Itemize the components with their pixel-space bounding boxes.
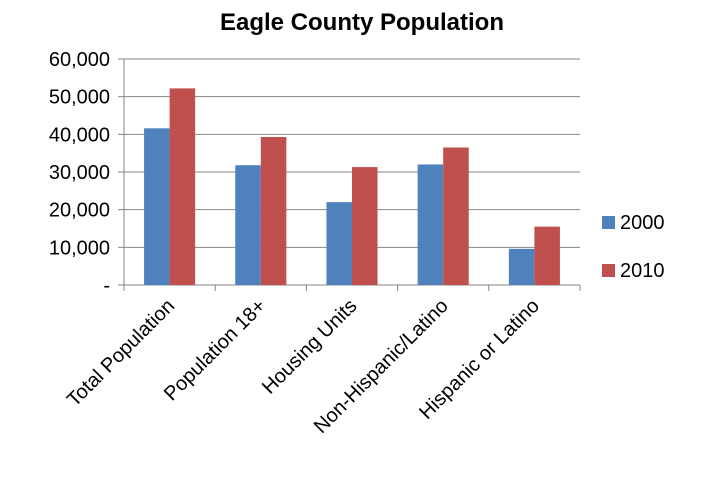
y-axis: - 10,000 20,000 30,000 40,000 50,000 60,000 [49, 49, 125, 297]
bar-2010 [352, 167, 378, 285]
legend-label: 2010 [620, 260, 665, 282]
y-tick-label: - [103, 275, 110, 297]
bars [144, 88, 560, 285]
bar-2010 [260, 136, 287, 285]
legend-swatch [602, 264, 615, 277]
legend-swatch [602, 216, 615, 229]
bar-2010 [443, 147, 469, 285]
bar-2000 [417, 164, 444, 285]
y-tick-label: 20,000 [49, 200, 110, 222]
y-tick-label: 50,000 [49, 87, 110, 109]
x-tick-label: Housing Units [258, 295, 362, 399]
chart-title: Eagle County Population [220, 9, 504, 36]
x-axis [123, 284, 581, 291]
x-tick-label: Total Population [63, 295, 179, 411]
bar-2000 [508, 248, 535, 285]
bar-2010 [534, 226, 560, 285]
legend-label: 2000 [620, 212, 665, 234]
legend: 2000 2010 [602, 212, 665, 282]
bar-2000 [326, 202, 352, 285]
bar-2000 [144, 128, 170, 285]
bar-2010 [169, 88, 196, 285]
y-tick-label: 40,000 [49, 124, 110, 146]
y-tick-label: 10,000 [49, 237, 110, 259]
y-tick-label: 30,000 [49, 162, 110, 184]
bar-2000 [235, 165, 261, 285]
y-tick-label: 60,000 [49, 49, 110, 71]
